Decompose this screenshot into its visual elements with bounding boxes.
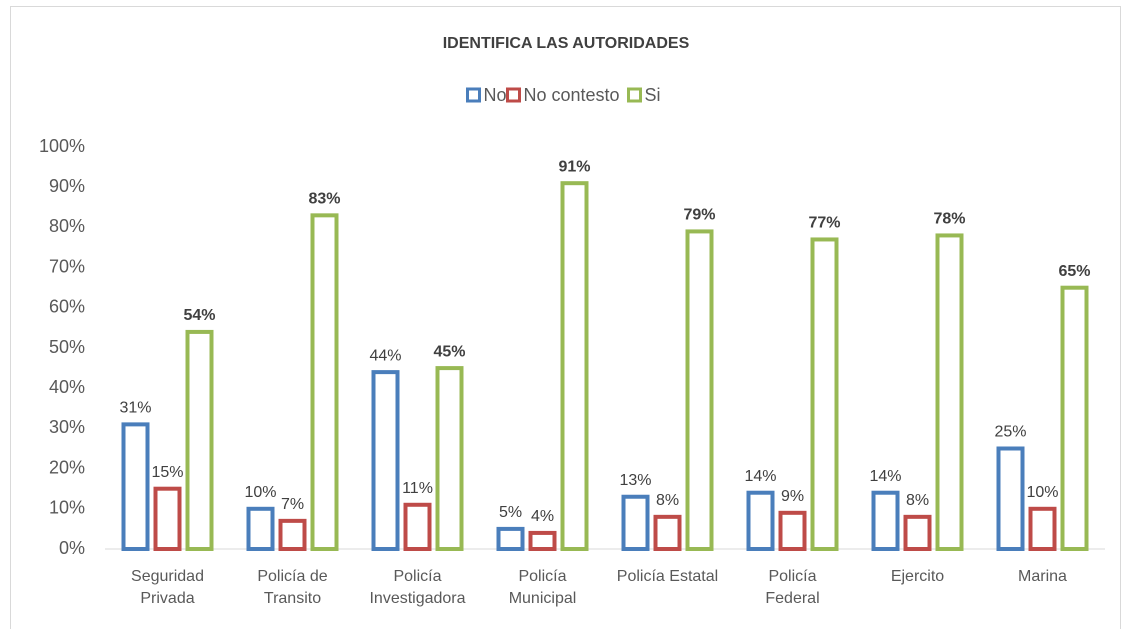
- legend-label: No contesto: [524, 85, 620, 105]
- bar: [278, 518, 307, 551]
- y-tick-label: 100%: [39, 136, 85, 156]
- data-label: 11%: [402, 480, 433, 497]
- data-label: 65%: [1058, 263, 1090, 280]
- legend-marker: [506, 87, 521, 103]
- bar: [746, 490, 775, 551]
- data-label: 13%: [619, 472, 651, 489]
- bar: [246, 506, 275, 551]
- y-tick-label: 10%: [49, 498, 85, 518]
- data-label: 78%: [933, 211, 965, 228]
- data-label: 8%: [906, 492, 929, 509]
- bar: [528, 530, 557, 551]
- bar: [371, 370, 400, 551]
- bar: [1060, 285, 1089, 551]
- data-label: 45%: [433, 343, 465, 360]
- y-tick-label: 30%: [49, 417, 85, 437]
- y-tick-label: 80%: [49, 216, 85, 236]
- bar: [621, 494, 650, 551]
- chart-title: IDENTIFICA LAS AUTORIDADES: [443, 35, 690, 52]
- data-label: 14%: [869, 468, 901, 485]
- data-label: 10%: [244, 484, 276, 501]
- x-tick-label: Policía Municipal: [508, 568, 577, 607]
- y-tick-label: 70%: [49, 256, 85, 276]
- bar: [996, 446, 1025, 551]
- bar: [496, 526, 525, 552]
- y-tick-label: 0%: [59, 538, 85, 558]
- x-tick-label: Policía Federal: [765, 568, 820, 607]
- x-tick-label: Ejercito: [890, 568, 945, 585]
- data-label: 8%: [656, 492, 679, 509]
- x-tick-label: Seguridad Privada: [131, 568, 204, 607]
- data-label: 4%: [531, 508, 554, 525]
- x-tick-label: Policía Estatal: [616, 568, 719, 585]
- legend-marker: [466, 87, 481, 103]
- bar: [310, 213, 339, 551]
- bar: [903, 514, 932, 552]
- bar: [685, 229, 714, 551]
- bar: [778, 510, 807, 552]
- bar: [121, 422, 150, 552]
- data-label: 79%: [683, 207, 715, 224]
- bar: [153, 486, 182, 552]
- y-tick-label: 90%: [49, 176, 85, 196]
- y-tick-label: 20%: [49, 457, 85, 477]
- data-label: 15%: [151, 464, 183, 481]
- x-tick-label: Marina: [1018, 568, 1067, 585]
- bar: [435, 366, 464, 551]
- bar: [653, 514, 682, 552]
- y-tick-label: 50%: [49, 337, 85, 357]
- legend-label: No: [484, 85, 507, 105]
- bar: [403, 502, 432, 551]
- bar: [871, 490, 900, 551]
- y-tick-label: 40%: [49, 377, 85, 397]
- legend-marker: [627, 87, 642, 103]
- data-label: 25%: [994, 424, 1026, 441]
- data-label: 7%: [281, 496, 304, 513]
- data-label: 10%: [1026, 484, 1058, 501]
- data-label: 77%: [808, 215, 840, 232]
- data-label: 91%: [558, 158, 590, 175]
- data-label: 44%: [369, 347, 401, 364]
- bar: [560, 181, 589, 551]
- data-label: 9%: [781, 488, 804, 505]
- legend-label: Si: [645, 85, 661, 105]
- x-tick-label: Policía de Transito: [257, 568, 328, 607]
- data-label: 5%: [499, 504, 522, 521]
- data-label: 14%: [744, 468, 776, 485]
- bar: [810, 237, 839, 552]
- data-label: 83%: [308, 191, 340, 208]
- data-label: 54%: [183, 307, 215, 324]
- y-tick-label: 60%: [49, 297, 85, 317]
- bar: [185, 329, 214, 552]
- bar: [935, 233, 964, 551]
- x-tick-label: Policía Investigadora: [369, 568, 466, 607]
- bar: [1028, 506, 1057, 551]
- data-label: 31%: [119, 400, 151, 417]
